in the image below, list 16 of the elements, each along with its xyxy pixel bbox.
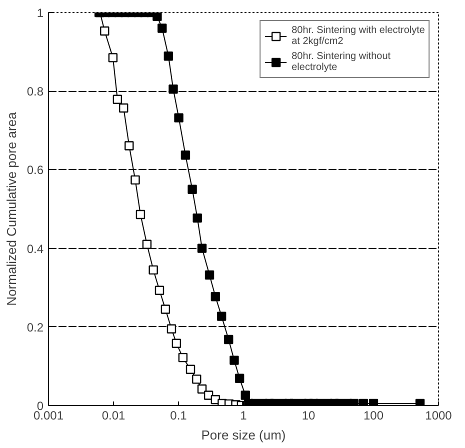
y-axis-title: Normalized Cumulative pore area <box>4 111 19 306</box>
y-tick-label: 0.2 <box>26 320 44 334</box>
y-tick-label: 0.6 <box>26 163 44 178</box>
y-tick-label: 0.8 <box>26 84 44 99</box>
x-tick-label: 100 <box>363 408 384 422</box>
x-axis-title: Pore size (um) <box>201 428 286 442</box>
legend-label: 80hr. Sintering without electrolyte <box>292 51 391 73</box>
x-tick-label: 10 <box>302 408 316 422</box>
x-tick-label: 1000 <box>425 408 452 422</box>
x-tick-label: 0.1 <box>170 408 188 422</box>
x-tick-label: 1 <box>240 408 248 422</box>
y-tick-label: 0.4 <box>26 242 44 256</box>
y-tick-label: 1 <box>36 6 44 20</box>
x-tick-label: 0.01 <box>102 408 126 422</box>
legend-label: 80hr. Sintering with electrolyte at 2kgf/cm2 <box>292 25 425 47</box>
x-tick-label: 0.001 <box>33 408 64 422</box>
